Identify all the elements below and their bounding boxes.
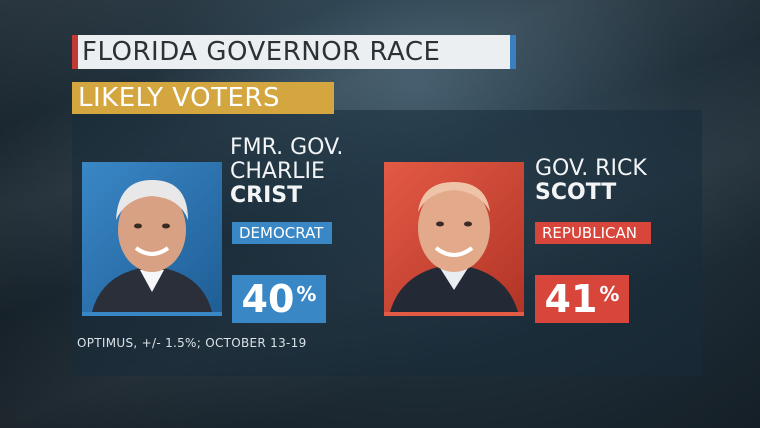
candidate-title-line2: CHARLIE xyxy=(230,159,325,185)
percent-box-crist: 40 % xyxy=(232,275,326,323)
percent-sign: % xyxy=(599,282,620,306)
subtitle-bar: LIKELY VOTERS xyxy=(72,82,334,114)
party-label: REPUBLICAN xyxy=(542,224,637,242)
title-bar: FLORIDA GOVERNOR RACE xyxy=(72,35,516,69)
percent-box-scott: 41 % xyxy=(535,275,629,323)
candidate-name-scott: GOV. RICK SCOTT xyxy=(535,156,647,206)
candidate-title-line1: FMR. GOV. xyxy=(230,135,344,160)
percent-value: 40 xyxy=(241,277,295,321)
party-badge-democrat: DEMOCRAT xyxy=(232,222,332,244)
party-badge-republican: REPUBLICAN xyxy=(535,222,651,244)
candidate-photo-scott xyxy=(384,162,524,316)
percent-sign: % xyxy=(296,282,317,306)
candidate-surname: CRIST xyxy=(230,183,303,209)
page-subtitle: LIKELY VOTERS xyxy=(78,83,280,113)
page-title: FLORIDA GOVERNOR RACE xyxy=(82,37,441,67)
percent-value: 41 xyxy=(544,277,598,321)
candidate-title-line1: GOV. RICK xyxy=(535,156,647,181)
poll-source: OPTIMUS, +/- 1.5%; OCTOBER 13-19 xyxy=(77,336,307,350)
candidate-photo-crist xyxy=(82,162,222,316)
candidate-surname: SCOTT xyxy=(535,180,617,206)
party-label: DEMOCRAT xyxy=(239,224,324,242)
candidate-name-crist: FMR. GOV. CHARLIE CRIST xyxy=(230,135,344,209)
